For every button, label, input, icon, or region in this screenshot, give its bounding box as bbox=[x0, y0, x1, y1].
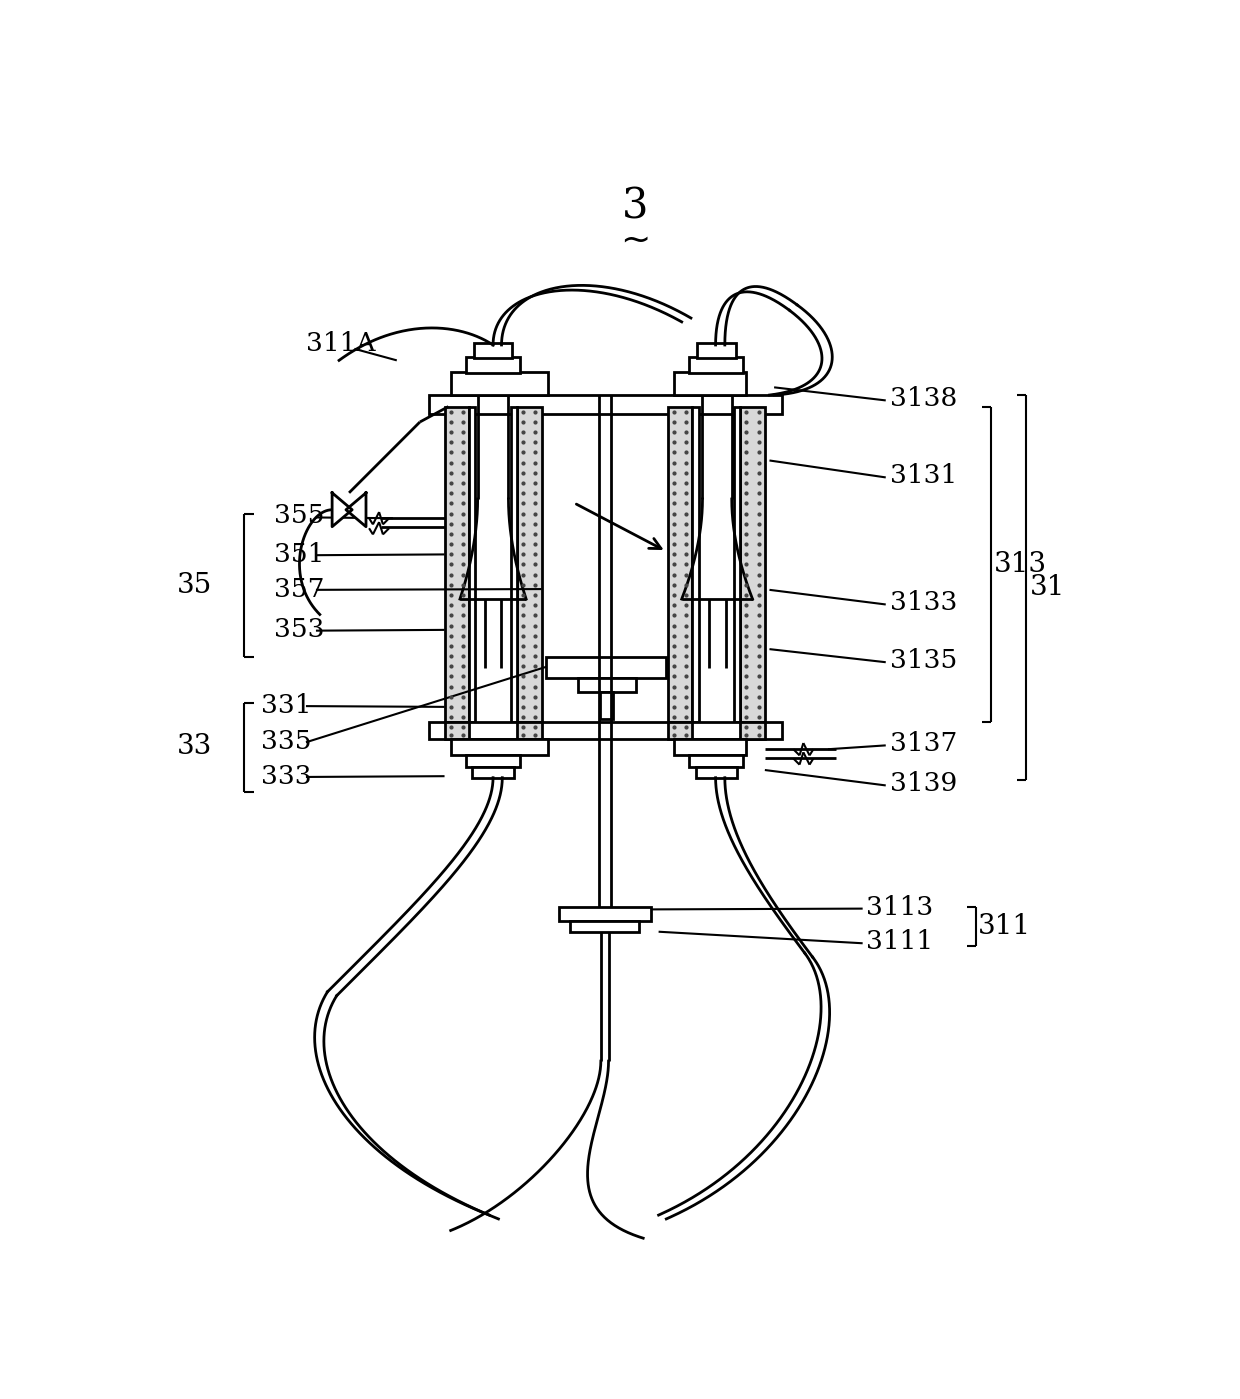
Bar bbox=[444, 407, 469, 722]
Bar bbox=[675, 739, 746, 754]
Bar bbox=[472, 767, 513, 778]
Polygon shape bbox=[346, 492, 366, 526]
Text: 3113: 3113 bbox=[867, 894, 934, 919]
Bar bbox=[511, 407, 517, 722]
Bar bbox=[517, 407, 542, 722]
Bar bbox=[444, 722, 469, 739]
Text: 3111: 3111 bbox=[867, 929, 934, 954]
Bar bbox=[692, 407, 698, 722]
Bar bbox=[600, 693, 613, 719]
Text: 3: 3 bbox=[622, 186, 649, 228]
Bar bbox=[466, 754, 520, 767]
Bar bbox=[450, 739, 548, 754]
Text: 313: 313 bbox=[993, 551, 1047, 578]
Text: 355: 355 bbox=[274, 504, 324, 529]
Text: 31: 31 bbox=[1029, 574, 1065, 602]
Bar bbox=[740, 407, 765, 722]
Text: 351: 351 bbox=[274, 541, 324, 567]
Text: ~: ~ bbox=[620, 224, 651, 257]
Text: 357: 357 bbox=[274, 576, 324, 602]
Text: 3133: 3133 bbox=[889, 590, 957, 616]
Text: 311A: 311A bbox=[306, 332, 376, 355]
Text: 331: 331 bbox=[260, 693, 311, 718]
Bar bbox=[429, 722, 781, 739]
Bar bbox=[668, 722, 692, 739]
Text: 335: 335 bbox=[260, 729, 311, 754]
Text: 3138: 3138 bbox=[889, 386, 957, 411]
Bar bbox=[558, 907, 651, 921]
Text: 33: 33 bbox=[177, 733, 212, 761]
Bar bbox=[689, 357, 743, 374]
Text: 3137: 3137 bbox=[889, 732, 957, 757]
Bar bbox=[469, 407, 475, 722]
Bar bbox=[578, 679, 635, 693]
Bar bbox=[450, 372, 548, 395]
Bar bbox=[546, 656, 666, 679]
Bar bbox=[734, 407, 740, 722]
Bar bbox=[668, 407, 692, 722]
Text: 311: 311 bbox=[978, 912, 1032, 940]
Text: 3139: 3139 bbox=[889, 771, 957, 796]
Text: 353: 353 bbox=[274, 617, 324, 642]
Bar bbox=[429, 395, 781, 414]
Text: 3131: 3131 bbox=[889, 463, 957, 488]
Text: 333: 333 bbox=[260, 764, 311, 789]
Bar bbox=[474, 343, 512, 358]
Bar bbox=[570, 921, 640, 932]
Bar bbox=[689, 754, 743, 767]
Bar bbox=[697, 343, 735, 358]
Bar bbox=[696, 767, 737, 778]
Polygon shape bbox=[332, 492, 352, 526]
Text: 3135: 3135 bbox=[889, 648, 957, 673]
Bar bbox=[517, 722, 542, 739]
Bar bbox=[740, 722, 765, 739]
Bar bbox=[466, 357, 520, 374]
Bar bbox=[675, 372, 746, 395]
Text: 35: 35 bbox=[177, 572, 212, 599]
